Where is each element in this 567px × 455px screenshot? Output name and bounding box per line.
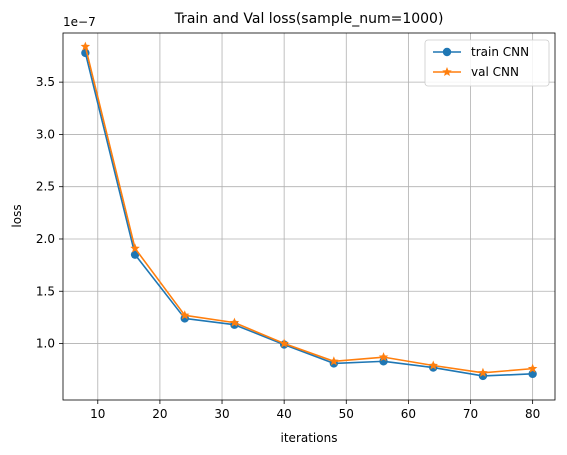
legend-marker-val-cnn bbox=[442, 67, 452, 77]
y-tick-label: 3.5 bbox=[36, 75, 55, 89]
grid bbox=[63, 33, 555, 400]
data-point-val-cnn bbox=[378, 352, 389, 362]
x-tick-label: 10 bbox=[90, 407, 105, 421]
y-tick-label: 2.0 bbox=[36, 232, 55, 246]
legend: train CNN val CNN bbox=[424, 39, 550, 87]
x-tick-label: 60 bbox=[401, 407, 416, 421]
y-tick-label: 2.5 bbox=[36, 180, 55, 194]
series-line-train-cnn bbox=[84, 52, 533, 377]
legend-label-val-cnn: val CNN bbox=[471, 65, 519, 79]
data-point-train-cnn bbox=[130, 250, 140, 259]
plot-frame bbox=[62, 32, 556, 401]
x-tick-label: 20 bbox=[152, 407, 167, 421]
x-tick-label: 70 bbox=[463, 407, 478, 421]
data-point-val-cnn bbox=[428, 360, 438, 370]
y-tick-label: 1.5 bbox=[36, 284, 55, 298]
x-tick-label: 50 bbox=[339, 407, 354, 421]
y-offset-label: 1e−7 bbox=[63, 15, 96, 29]
data-point-val-cnn bbox=[527, 363, 538, 373]
y-tick-label: 1.0 bbox=[36, 337, 55, 351]
series-line-val-cnn bbox=[84, 46, 533, 374]
data-point-val-cnn bbox=[229, 317, 240, 327]
series-layer bbox=[80, 41, 538, 381]
data-point-train-cnn bbox=[528, 369, 537, 379]
data-point-val-cnn bbox=[329, 356, 339, 366]
x-tick-label: 30 bbox=[214, 407, 229, 421]
data-point-val-cnn bbox=[80, 41, 91, 51]
y-tick-label: 3.0 bbox=[36, 127, 55, 141]
y-axis-label: loss bbox=[10, 204, 24, 227]
ticks: 10 20 30 40 50 60 70 80 1.0 1.5 2.0 2.5 3.0 3.5 bbox=[36, 75, 540, 421]
data-point-val-cnn bbox=[478, 367, 488, 377]
legend-label-train-cnn: train CNN bbox=[471, 45, 529, 59]
chart-title: Train and Val loss(sample_num=1000) bbox=[174, 11, 444, 27]
x-axis-label: iterations bbox=[281, 431, 338, 445]
data-point-val-cnn bbox=[130, 243, 140, 253]
data-point-val-cnn bbox=[279, 338, 289, 348]
x-tick-label: 80 bbox=[525, 407, 540, 421]
x-tick-label: 40 bbox=[277, 407, 292, 421]
legend-marker-train-cnn bbox=[442, 47, 452, 57]
data-point-val-cnn bbox=[180, 310, 190, 320]
